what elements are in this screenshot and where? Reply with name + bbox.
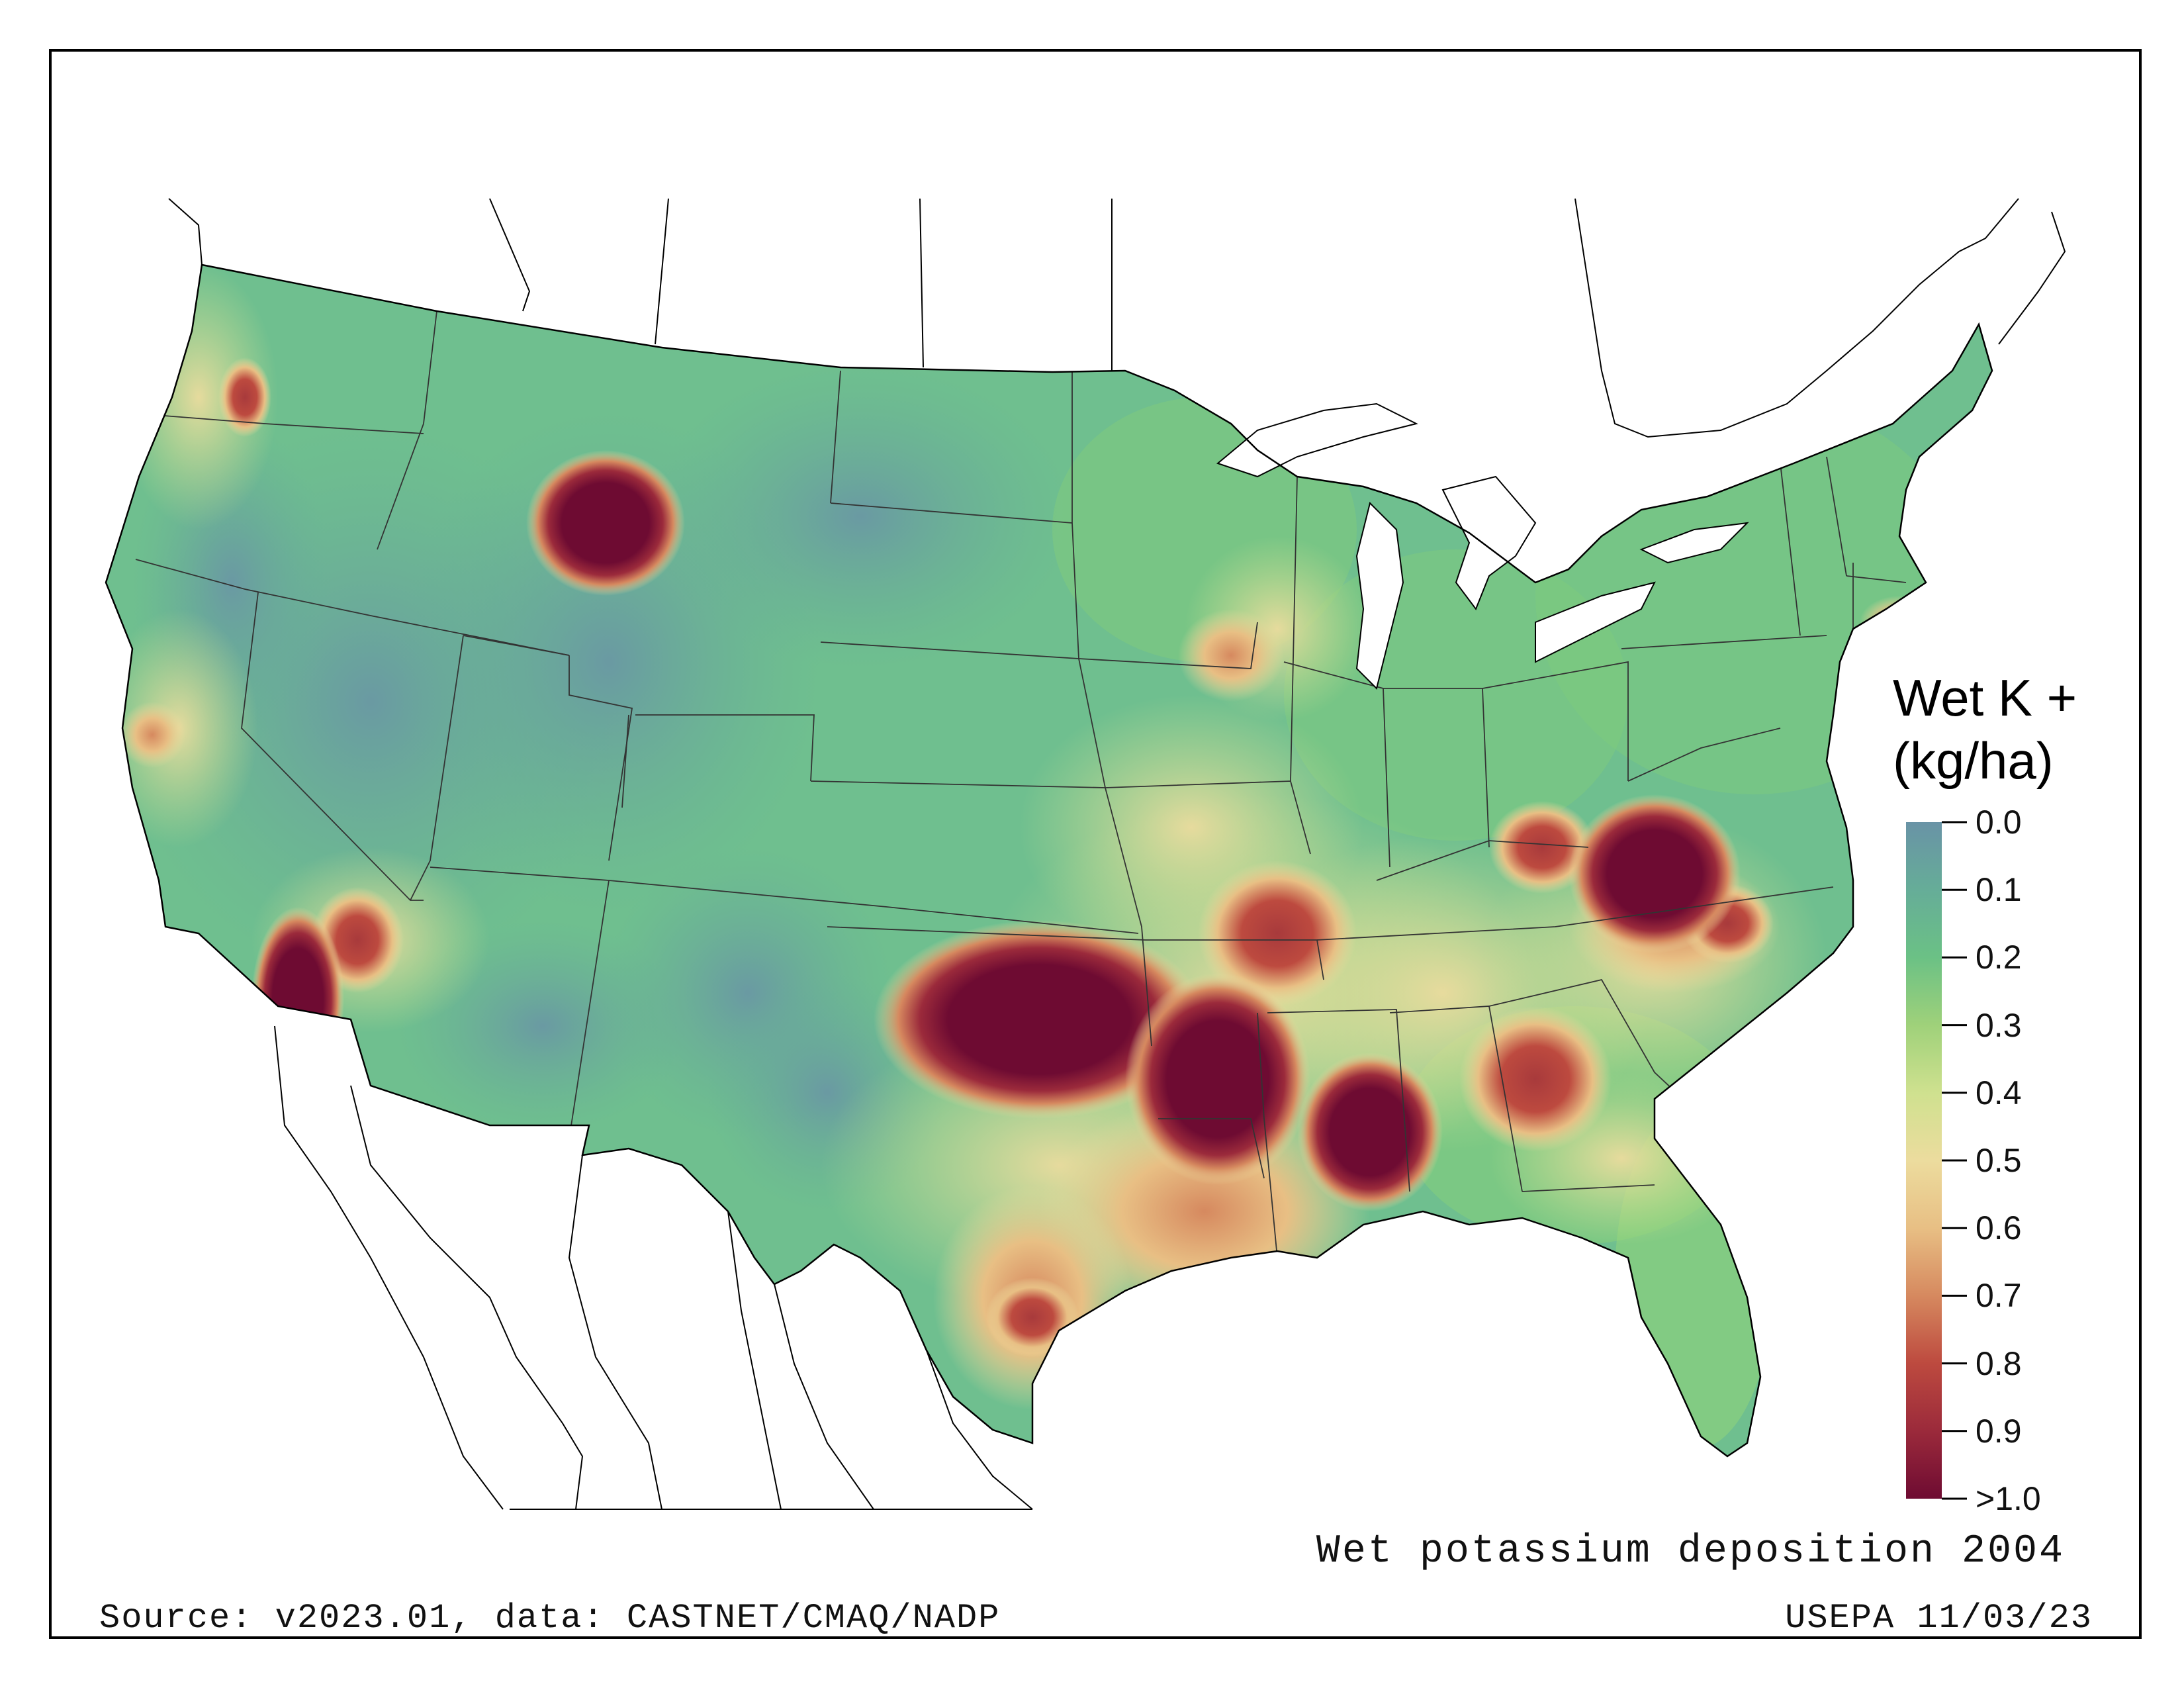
legend-title-line1: Wet K + bbox=[1893, 669, 2077, 727]
date-stamp: USEPA 11/03/23 bbox=[1785, 1599, 2093, 1638]
legend-tick-label: 0.1 bbox=[1976, 871, 2022, 909]
source-caption: Source: v2023.01, data: CASTNET/CMAQ/NAD… bbox=[99, 1599, 1001, 1638]
legend-colorbar bbox=[1906, 821, 1967, 1500]
legend-tick-label: >1.0 bbox=[1976, 1480, 2041, 1517]
legend-tick-label: 0.5 bbox=[1976, 1142, 2022, 1179]
us-deposition-field bbox=[106, 265, 1992, 1456]
map-frame bbox=[49, 49, 2142, 1639]
legend-tick-label: 0.9 bbox=[1976, 1412, 2022, 1450]
legend-tick-label: 0.6 bbox=[1976, 1209, 2022, 1247]
legend-tick-label: 0.2 bbox=[1976, 939, 2022, 976]
legend-tick-label: 0.0 bbox=[1976, 804, 2022, 841]
legend-tick-label: 0.8 bbox=[1976, 1344, 2022, 1382]
great-lakes bbox=[1216, 402, 1749, 690]
legend-tick-label: 0.3 bbox=[1976, 1006, 2022, 1044]
state-borders bbox=[135, 310, 1907, 1258]
legend-tick-label: 0.7 bbox=[1976, 1277, 2022, 1315]
legend-title-line2: (kg/ha) bbox=[1893, 731, 2054, 790]
map-title: Wet potassium deposition 2004 bbox=[1316, 1529, 2065, 1574]
neighbor-country-borders bbox=[168, 198, 2066, 1510]
legend-tick-label: 0.4 bbox=[1976, 1074, 2022, 1111]
